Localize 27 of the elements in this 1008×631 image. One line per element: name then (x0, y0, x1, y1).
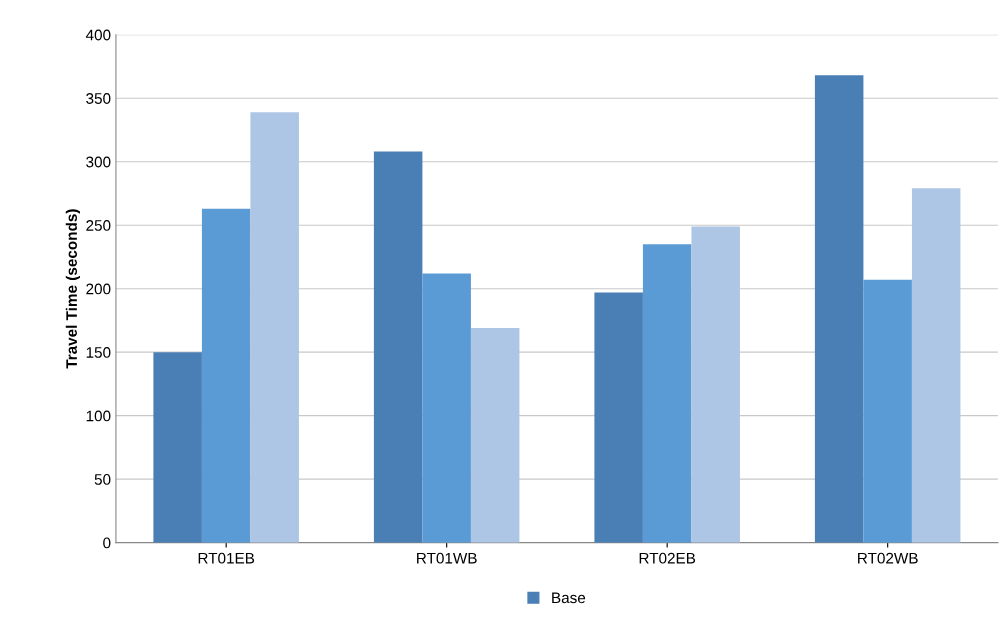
y-tick-label: 200 (86, 283, 111, 295)
y-tick-label: 300 (86, 156, 111, 168)
bar (470, 328, 520, 543)
bar (422, 273, 471, 543)
y-tick-label: 400 (85, 29, 111, 41)
bar (642, 244, 692, 543)
bar (911, 188, 961, 543)
x-tick-label: RT02WB (858, 552, 918, 564)
x-tick-label: RT02EB (639, 552, 696, 564)
y-tick-label: 0 (103, 537, 111, 549)
y-tick-label: 350 (86, 93, 111, 104)
bar (814, 75, 864, 543)
y-tick-label: 100 (86, 410, 111, 422)
y-tick-label: 150 (86, 347, 111, 358)
y-tick-label: 250 (86, 220, 111, 231)
bar (373, 151, 423, 543)
y-tick-label: 50 (94, 474, 111, 485)
bar (250, 112, 299, 543)
y-axis-title: Travel Time (seconds) (65, 209, 81, 369)
bar (201, 208, 251, 543)
bar (691, 226, 740, 543)
x-tick-label: RT01EB (198, 552, 255, 564)
bar (594, 292, 643, 543)
legend-label: Base (552, 592, 586, 604)
bar (153, 352, 202, 543)
bar (863, 279, 912, 543)
x-tick-label: RT01WB (417, 552, 477, 564)
